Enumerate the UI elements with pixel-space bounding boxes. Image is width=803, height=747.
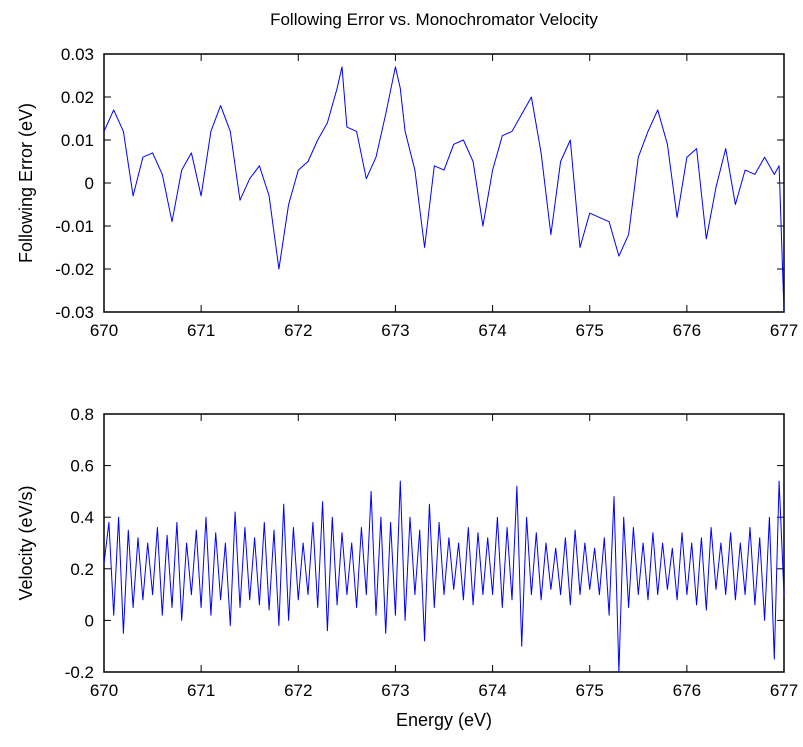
bottom-plot-xtick-label: 676 [673, 681, 701, 700]
top-plot-ylabel: Following Error (eV) [16, 103, 36, 263]
top-plot: 670 671 672 673 674 675 676 677 -0.03 -0.02 -0.01 0… [16, 45, 798, 340]
bottom-plot-ytick-label: -0.2 [65, 663, 94, 682]
chart-title: Following Error vs. Monochromator Veloci… [270, 10, 598, 29]
bottom-plot-xlabel: Energy (eV) [396, 710, 492, 730]
bottom-plot-ytick-label: 0.4 [70, 508, 94, 527]
bottom-plot-frame [103, 413, 785, 673]
top-plot-ytick-label: -0.01 [55, 217, 94, 236]
bottom-plot-ytick-label: 0 [85, 611, 94, 630]
bottom-plot-ticks: 670 671 672 673 674 675 676 677 -0.2 0 0.2 0.4 0.6 0.… [65, 405, 798, 700]
top-plot-ytick-label: 0.01 [61, 131, 94, 150]
bottom-plot-xtick-label: 670 [90, 681, 118, 700]
bottom-plot-xtick-label: 674 [478, 681, 506, 700]
bottom-plot-ylabel: Velocity (eV/s) [16, 485, 36, 600]
bottom-plot-series-line [103, 480, 785, 673]
top-plot-xtick-label: 676 [673, 321, 701, 340]
top-plot-series-line [103, 66, 785, 313]
bottom-plot: 670 671 672 673 674 675 676 677 -0.2 0 0.2 0.4 0.6 0.… [16, 405, 798, 730]
top-plot-xtick-label: 672 [284, 321, 312, 340]
top-plot-xtick-label: 671 [187, 321, 215, 340]
bottom-plot-ytick-label: 0.8 [70, 405, 94, 424]
top-plot-data [103, 66, 785, 313]
top-plot-frame [103, 53, 785, 313]
bottom-plot-data [103, 480, 785, 673]
top-plot-xtick-label: 670 [90, 321, 118, 340]
top-plot-xtick-label: 674 [478, 321, 506, 340]
bottom-plot-xtick-label: 677 [770, 681, 798, 700]
top-plot-ytick-label: 0.02 [61, 88, 94, 107]
bottom-plot-ytick-label: 0.2 [70, 560, 94, 579]
bottom-plot-ytick-label: 0.6 [70, 457, 94, 476]
top-plot-ytick-label: -0.03 [55, 303, 94, 322]
top-plot-xtick-label: 675 [576, 321, 604, 340]
bottom-plot-xtick-label: 671 [187, 681, 215, 700]
bottom-plot-xtick-label: 673 [381, 681, 409, 700]
top-plot-ytick-label: -0.02 [55, 260, 94, 279]
top-plot-xtick-label: 677 [770, 321, 798, 340]
bottom-plot-xtick-label: 672 [284, 681, 312, 700]
top-plot-ytick-label: 0.03 [61, 45, 94, 64]
top-plot-ticks: 670 671 672 673 674 675 676 677 -0.03 -0.02 -0.01 0… [55, 45, 798, 340]
top-plot-ytick-label: 0 [85, 174, 94, 193]
bottom-plot-xtick-label: 675 [576, 681, 604, 700]
top-plot-xtick-label: 673 [381, 321, 409, 340]
